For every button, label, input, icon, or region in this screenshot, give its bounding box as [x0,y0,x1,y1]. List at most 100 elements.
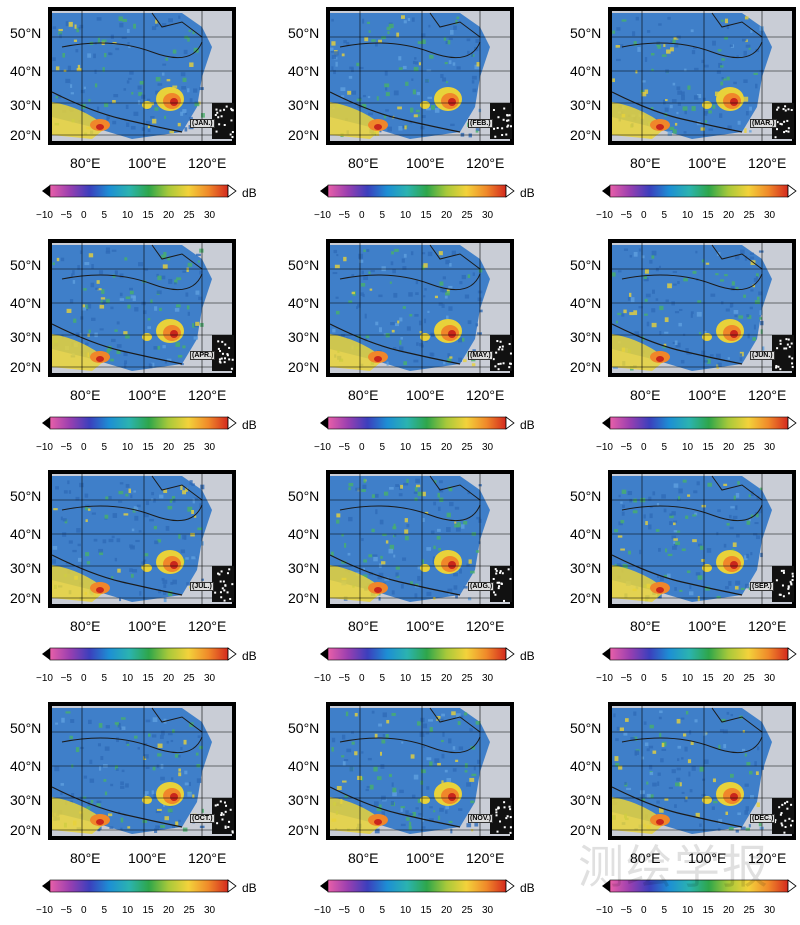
colorbar-tick: 0 [359,210,365,221]
colorbar-tick: −5 [60,673,72,684]
colorbar-tick: −10 [36,905,53,916]
longitude-label: 100°E [688,850,727,866]
colorbar-tick: 30 [482,673,494,684]
colorbar-tick: 20 [723,905,735,916]
colorbar-tick: 0 [359,905,365,916]
latitude-label: 20°N [288,822,320,838]
longitude-label: 120°E [466,618,505,634]
longitude-label: 100°E [406,618,445,634]
longitude-label: 100°E [128,387,167,403]
colorbar-tick: 30 [764,905,776,916]
latitude-label: 40°N [288,526,320,542]
colorbar-tick: 15 [420,905,432,916]
latitude-label: 20°N [570,359,602,375]
colorbar-tick: 30 [204,673,216,684]
longitude-label: 120°E [748,387,787,403]
colorbar-tick: 20 [163,210,175,221]
colorbar-tick: −10 [314,905,331,916]
map-panel: 50°N 40°N 30°N 20°N 80°E 100°E 120°E (OCT.) dB −1… [10,700,270,925]
map-image [48,702,236,840]
colorbar-tick: 30 [482,442,494,453]
month-label: (JAN.) [190,119,215,128]
colorbar-tick: 10 [122,442,134,453]
colorbar-tick: 25 [183,442,195,453]
colorbar-tick: 20 [163,905,175,916]
colorbar-tick: 10 [682,905,694,916]
longitude-label: 80°E [70,387,101,403]
colorbar-tick: 30 [204,210,216,221]
latitude-label: 40°N [570,758,602,774]
colorbar-tick: 20 [163,673,175,684]
map-panel: 50°N40°N30°N20°N80°E100°E120°E(SEP.)dB−1… [570,468,800,693]
latitude-label: 50°N [570,25,602,41]
colorbar-tick: 5 [661,210,668,221]
colorbar-tick: −5 [338,442,350,453]
latitude-label: 30°N [10,97,42,113]
colorbar-tick: 20 [441,442,453,453]
latitude-label: 30°N [288,97,320,113]
map-image [48,7,236,145]
colorbar-tick: 25 [461,442,473,453]
latitude-label: 20°N [10,590,42,606]
latitude-label: 40°N [10,526,42,542]
latitude-label: 40°N [570,295,602,311]
colorbar-tick: −10 [596,673,613,684]
month-label: (SEP.) [750,582,774,591]
watermark: 测绘学报 [578,840,770,894]
colorbar-tick: −10 [36,442,53,453]
colorbar-tick: 15 [142,210,154,221]
colorbar-tick: −5 [60,210,72,221]
colorbar-tick: 20 [441,210,453,221]
map-image [326,702,514,840]
colorbar-tick: 5 [101,210,108,221]
colorbar-unit: dB [242,418,257,432]
colorbar-tick: 0 [81,905,87,916]
colorbar-tick: 5 [379,442,386,453]
map-image [48,470,236,608]
colorbar [42,416,237,430]
map-panel: 50°N 40°N 30°N 20°N 80°E 100°E 120°E (JUL.) dB −1… [10,468,270,693]
latitude-label: 20°N [288,359,320,375]
latitude-label: 20°N [288,590,320,606]
colorbar-tick: 15 [420,442,432,453]
longitude-label: 100°E [688,387,727,403]
colorbar-tick: 5 [101,905,108,916]
longitude-label: 80°E [630,850,661,866]
colorbar-tick: 30 [764,442,776,453]
colorbar-tick: 20 [441,905,453,916]
latitude-label: 50°N [570,720,602,736]
colorbar-tick: 0 [81,210,87,221]
colorbar-tick: 10 [400,673,412,684]
month-label: (MAY.) [468,351,493,360]
colorbar-unit: dB [520,881,535,895]
latitude-label: 30°N [570,560,602,576]
latitude-label: 20°N [288,127,320,143]
latitude-label: 40°N [570,63,602,79]
longitude-label: 120°E [466,387,505,403]
latitude-label: 50°N [570,488,602,504]
colorbar [42,647,237,661]
colorbar-tick: 30 [482,210,494,221]
colorbar-tick: −5 [620,442,632,453]
longitude-label: 100°E [406,387,445,403]
colorbar-tick: 0 [641,442,647,453]
latitude-label: 20°N [10,359,42,375]
colorbar-tick: 5 [101,673,108,684]
map-image [48,239,236,377]
latitude-label: 40°N [10,295,42,311]
colorbar-tick: 20 [723,210,735,221]
map-image [608,7,796,145]
latitude-label: 30°N [570,792,602,808]
latitude-label: 30°N [570,329,602,345]
longitude-label: 80°E [70,618,101,634]
latitude-label: 50°N [10,25,42,41]
map-panel: 50°N 40°N 30°N 20°N 80°E 100°E 120°E (MAY.) dB −1… [288,237,548,462]
month-label: (MAR.) [750,119,777,128]
colorbar-unit: dB [520,418,535,432]
colorbar [320,184,515,198]
colorbar [42,184,237,198]
colorbar-tick: 15 [142,673,154,684]
colorbar-tick: 10 [682,673,694,684]
longitude-label: 80°E [348,618,379,634]
